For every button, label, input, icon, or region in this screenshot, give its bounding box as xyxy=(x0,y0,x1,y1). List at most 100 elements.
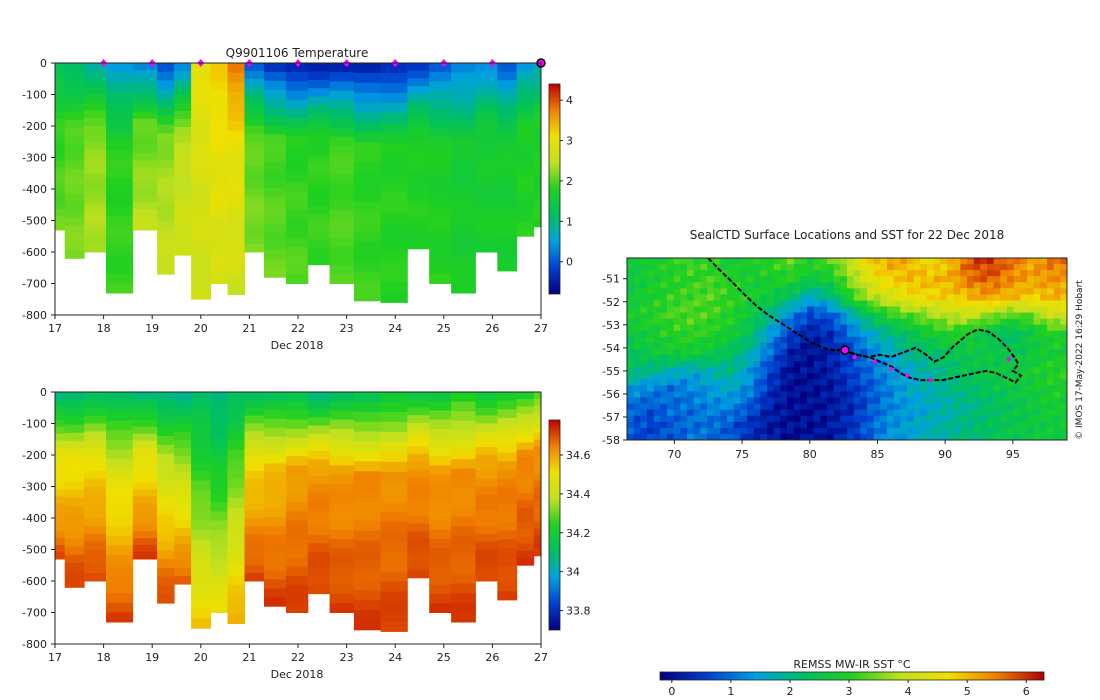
sst-cell xyxy=(1060,361,1067,368)
sst-cell xyxy=(840,258,848,265)
profile-cell xyxy=(475,462,498,472)
sst-cell xyxy=(953,385,961,393)
profile-cell xyxy=(475,431,498,440)
sst-cell xyxy=(920,336,928,344)
sst-cell xyxy=(740,427,748,435)
sst-cell xyxy=(933,300,941,308)
profile-cell xyxy=(55,496,66,504)
profile-cell xyxy=(307,568,331,578)
sst-cell xyxy=(987,276,995,283)
sst-cell xyxy=(920,342,928,350)
sst-cell xyxy=(800,397,808,405)
profile-cell xyxy=(353,411,382,423)
sst-cell xyxy=(713,300,721,308)
sst-cell xyxy=(793,385,801,393)
sst-cell xyxy=(920,391,928,399)
sst-cell xyxy=(967,379,975,386)
sst-cell xyxy=(1047,294,1055,302)
sst-cell xyxy=(933,379,941,386)
sst-cell xyxy=(1000,367,1008,374)
profile-cell xyxy=(191,230,211,241)
profile-cell xyxy=(380,392,408,403)
sst-cell xyxy=(807,318,815,326)
profile-cell xyxy=(55,426,66,435)
sst-cell xyxy=(913,300,921,308)
sst-cell xyxy=(933,276,941,283)
sst-cell xyxy=(720,379,728,386)
profile-cell xyxy=(451,273,476,284)
profile-cell xyxy=(475,502,498,511)
sst-cell xyxy=(1047,318,1055,326)
sst-cell xyxy=(667,403,675,411)
profile-cell xyxy=(174,472,192,481)
profile-cell xyxy=(84,78,107,88)
profile-cell xyxy=(475,181,498,190)
profile-cell xyxy=(264,259,287,269)
sst-cell xyxy=(793,270,801,277)
sst-cell xyxy=(800,300,808,308)
sst-cell xyxy=(713,324,721,332)
profile-cell xyxy=(329,127,355,137)
profile-cell xyxy=(191,102,211,113)
sst-cell xyxy=(693,318,701,326)
sst-cell xyxy=(713,433,721,440)
profile-cell xyxy=(132,76,158,85)
profile-cell xyxy=(353,590,382,601)
profile-cell xyxy=(210,392,228,402)
sst-cell xyxy=(1053,294,1061,302)
sst-cell xyxy=(973,361,981,368)
profile-cell xyxy=(210,447,228,457)
sst-cell xyxy=(967,336,975,344)
sst-cell xyxy=(653,421,661,429)
sst-cell xyxy=(673,391,681,399)
sst-cell xyxy=(920,258,928,265)
profile-cell xyxy=(64,440,85,450)
sst-cell xyxy=(960,349,968,356)
sst-cell xyxy=(967,403,975,411)
sst-cell xyxy=(780,258,788,265)
profile-cell xyxy=(132,461,158,470)
sst-cell xyxy=(1020,421,1028,429)
profile-cell xyxy=(84,423,107,432)
sst-cell xyxy=(640,373,648,380)
sst-cell xyxy=(687,421,695,429)
sst-cell xyxy=(740,276,748,283)
profile-cell xyxy=(84,244,107,253)
sst-cell xyxy=(627,342,635,350)
sst-cell xyxy=(680,409,688,417)
profile-cell xyxy=(174,239,192,248)
sst-cell xyxy=(980,282,988,289)
sst-cell xyxy=(640,415,648,423)
profile-cell xyxy=(227,120,245,131)
profile-cell xyxy=(244,423,265,432)
profile-cell xyxy=(191,569,211,580)
sst-cell xyxy=(753,264,761,271)
sst-cell xyxy=(827,258,835,265)
profile-cell xyxy=(429,548,452,558)
sst-cell xyxy=(627,427,635,435)
profile-cell xyxy=(132,517,158,525)
profile-cell xyxy=(285,447,309,457)
sst-cell xyxy=(1053,415,1061,423)
sst-cell xyxy=(773,379,781,386)
sst-cell xyxy=(753,294,761,302)
sst-cell xyxy=(813,336,821,344)
sst-cell xyxy=(667,288,675,295)
profile-column xyxy=(533,63,542,228)
profile-cell xyxy=(132,216,158,224)
profile-cell xyxy=(264,205,287,216)
sst-cell xyxy=(987,342,995,350)
sst-cell xyxy=(847,276,855,283)
sst-cell xyxy=(633,264,641,271)
x-tick-label: 23 xyxy=(340,651,354,664)
profile-cell xyxy=(157,453,175,463)
profile-cell xyxy=(533,172,542,180)
profile-cell xyxy=(380,102,408,114)
profile-cell xyxy=(210,164,228,174)
sst-cell xyxy=(793,288,801,295)
profile-cell xyxy=(329,520,355,531)
sst-cell xyxy=(873,433,881,440)
profile-cell xyxy=(380,591,408,602)
temperature-y-ticks: 0-100-200-300-400-500-600-700-800 xyxy=(22,57,55,322)
